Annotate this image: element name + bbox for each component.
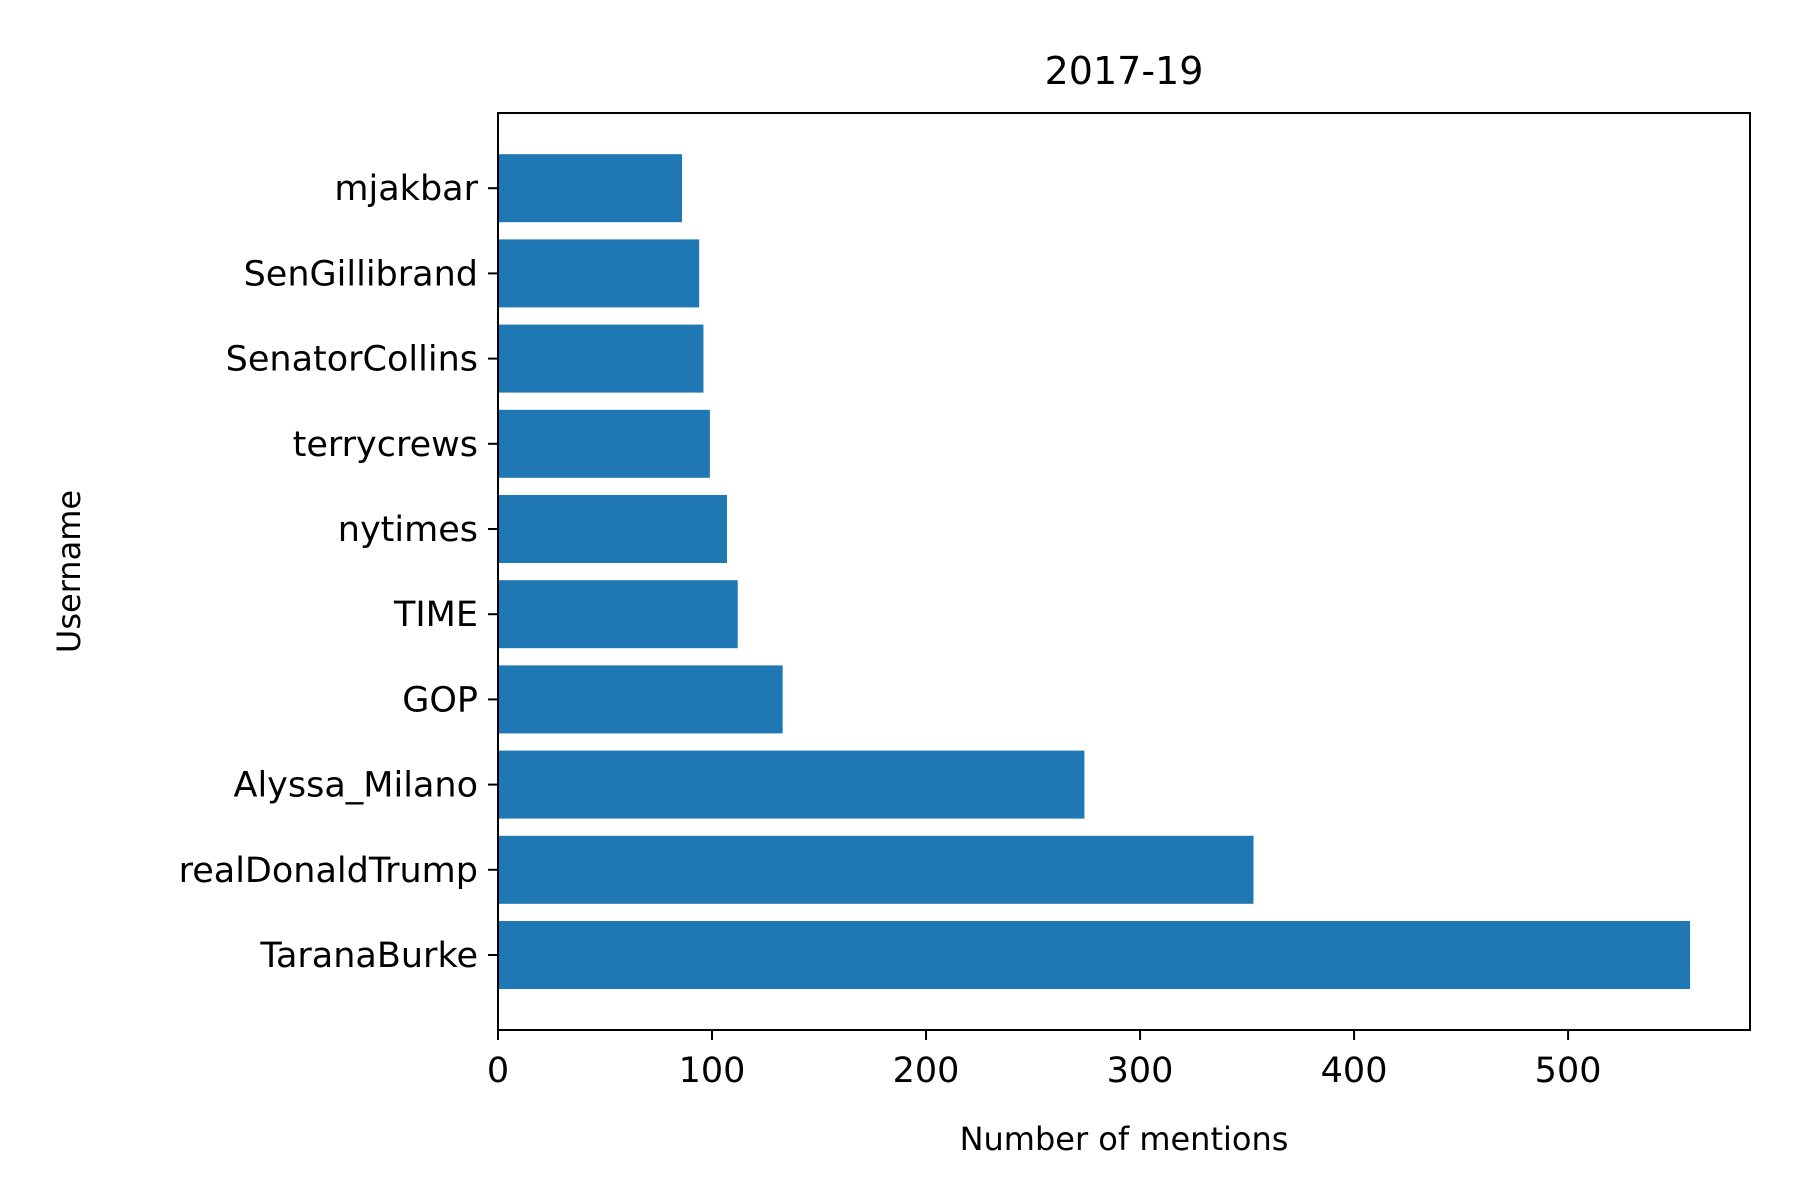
x-tick-label: 400 [1321,1051,1388,1091]
y-tick-label: GOP [402,680,478,720]
x-axis-label: Number of mentions [960,1120,1289,1158]
y-tick-label: terrycrews [293,425,478,465]
y-tick-label: realDonaldTrump [179,851,478,891]
chart-title: 2017-19 [1045,49,1204,93]
x-axis-ticks: 0 100 200 300 400 500 [487,1030,1602,1091]
bar-mjakbar [499,154,683,223]
x-tick-label: 500 [1535,1051,1602,1091]
y-tick-label: Alyssa_Milano [234,766,479,806]
bar-realDonaldTrump [499,835,1254,904]
bars-group [499,154,1691,989]
bar-Alyssa_Milano [499,750,1085,819]
bar-SenatorCollins [499,324,704,393]
x-tick-label: 300 [1107,1051,1174,1091]
y-axis-label: Username [50,490,88,653]
bar-GOP [499,665,783,734]
y-tick-label: TaranaBurke [259,936,478,976]
y-tick-label: TIME [393,595,478,635]
x-tick-label: 200 [893,1051,960,1091]
bar-SenGillibrand [499,239,700,308]
y-tick-label: mjakbar [334,169,478,209]
x-tick-label: 0 [487,1051,509,1091]
bar-nytimes [499,495,727,563]
y-tick-label: SenatorCollins [226,340,478,380]
bar-terrycrews [499,409,710,478]
bar-TIME [499,580,738,649]
plot-area-frame [497,112,1751,1031]
bar-TaranaBurke [499,921,1691,989]
y-axis-ticks: TaranaBurke realDonaldTrump Alyssa_Milano G… [179,169,498,976]
y-tick-label: nytimes [338,510,478,550]
y-tick-label: SenGillibrand [244,254,478,294]
x-tick-label: 100 [679,1051,746,1091]
